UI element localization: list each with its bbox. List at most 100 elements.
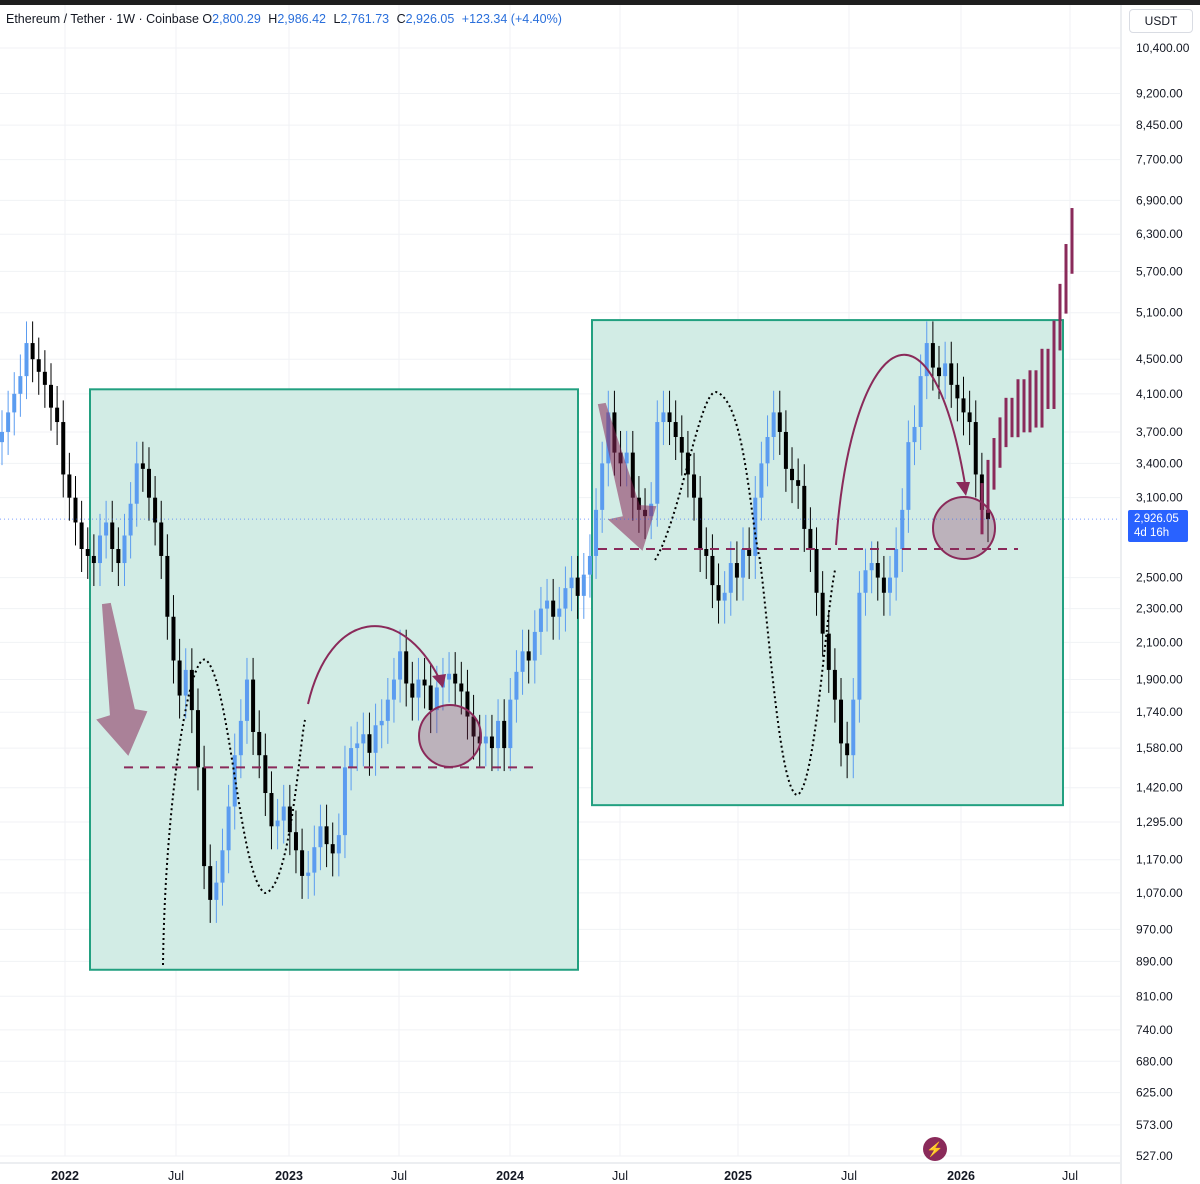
candle-body	[146, 468, 151, 498]
candle-body	[955, 384, 960, 399]
candle-body	[563, 588, 568, 609]
candle-body	[692, 474, 697, 498]
candle-body	[538, 608, 543, 632]
candle-body	[91, 555, 96, 564]
candle-body	[502, 720, 507, 749]
candle-body	[747, 549, 752, 556]
candle-body	[85, 549, 90, 556]
candle-body	[251, 679, 256, 732]
y-tick-label: 3,700.00	[1136, 425, 1183, 439]
candle-body	[287, 806, 292, 833]
bar-countdown: 4d 16h	[1134, 527, 1170, 539]
candle-body	[489, 736, 494, 749]
y-tick-label: 1,170.00	[1136, 853, 1183, 867]
candle-body	[202, 767, 207, 867]
candle-body	[802, 485, 807, 529]
candle-body	[428, 685, 433, 711]
candle-body	[281, 806, 286, 821]
close-value: 2,926.05	[405, 12, 455, 26]
projection-bar	[998, 417, 1002, 468]
candle-body	[48, 384, 53, 408]
y-tick-label: 4,500.00	[1136, 352, 1183, 366]
highlight-circle-left	[418, 704, 482, 768]
candle-body	[716, 585, 721, 601]
candle-body	[293, 832, 298, 851]
candle-body	[514, 671, 519, 700]
x-tick-label: Jul	[391, 1169, 407, 1183]
projection-bar	[1028, 370, 1032, 433]
candle-body	[97, 535, 102, 564]
projection-bar	[1058, 283, 1062, 351]
candle-body	[722, 592, 727, 601]
y-tick-label: 6,300.00	[1136, 227, 1183, 241]
candle-body	[685, 452, 690, 475]
y-tick-label: 625.00	[1136, 1086, 1173, 1100]
candle-body	[508, 699, 513, 749]
last-price-value: 2,926.05	[1134, 513, 1179, 525]
candle-body	[845, 743, 850, 756]
candle-body	[741, 549, 746, 578]
lightning-logo-icon[interactable]: ⚡	[923, 1137, 947, 1161]
candle-body	[673, 422, 678, 438]
candle-body	[796, 480, 801, 486]
candle-body	[698, 497, 703, 550]
candle-body	[208, 866, 213, 900]
candle-body	[630, 452, 635, 498]
candle-body	[61, 422, 66, 475]
candle-body	[361, 734, 366, 744]
candle-body	[165, 555, 170, 617]
candle-body	[710, 555, 715, 586]
top-border	[0, 0, 1200, 5]
candle-body	[753, 497, 758, 556]
low-label: L	[333, 12, 341, 26]
symbol-label[interactable]: Ethereum / Tether · 1W · Coinbase	[6, 12, 199, 26]
candle-body	[839, 699, 844, 744]
candle-body	[36, 359, 41, 372]
candle-body	[244, 679, 249, 721]
candle-body	[171, 616, 176, 661]
candle-body	[183, 669, 188, 696]
change-value: +123.34 (+4.40%)	[461, 12, 562, 26]
candle-body	[734, 563, 739, 578]
candle-body	[790, 468, 795, 481]
candle-body	[42, 371, 47, 385]
y-tick-label: 1,295.00	[1136, 815, 1183, 829]
candle-body	[373, 725, 378, 753]
projection-bar	[986, 459, 990, 513]
y-tick-label: 10,400.00	[1136, 41, 1190, 55]
candle-body	[195, 710, 200, 768]
candle-body	[416, 679, 421, 698]
candle-body	[306, 872, 311, 876]
y-tick-label: 7,700.00	[1136, 153, 1183, 167]
candle-body	[122, 535, 127, 564]
x-tick-label: 2025	[724, 1169, 752, 1183]
range-box	[89, 388, 579, 971]
x-tick-label: 2024	[496, 1169, 524, 1183]
candle-body	[783, 431, 788, 469]
y-tick-label: 890.00	[1136, 954, 1173, 968]
candle-body	[777, 412, 782, 432]
y-tick-label: 810.00	[1136, 989, 1173, 1003]
y-tick-label: 3,400.00	[1136, 456, 1183, 470]
candle-body	[557, 608, 562, 617]
candle-body	[257, 731, 262, 756]
candle-body	[189, 669, 194, 711]
currency-button[interactable]: USDT	[1129, 9, 1193, 33]
projection-bar	[1040, 348, 1044, 428]
range-boxes	[89, 319, 1064, 971]
candle-body	[771, 412, 776, 438]
candle-body	[857, 592, 862, 700]
projection-bar	[1034, 370, 1038, 428]
projection-bar	[992, 438, 996, 490]
candle-body	[269, 793, 274, 827]
candle-body	[55, 407, 60, 423]
candle-body	[410, 683, 415, 698]
candle-body	[814, 549, 819, 593]
candle-body	[104, 522, 109, 536]
x-tick-label: 2022	[51, 1169, 79, 1183]
candle-body	[881, 577, 886, 593]
projection-bar	[1010, 397, 1014, 438]
candle-body	[863, 570, 868, 593]
candle-body	[79, 522, 84, 550]
